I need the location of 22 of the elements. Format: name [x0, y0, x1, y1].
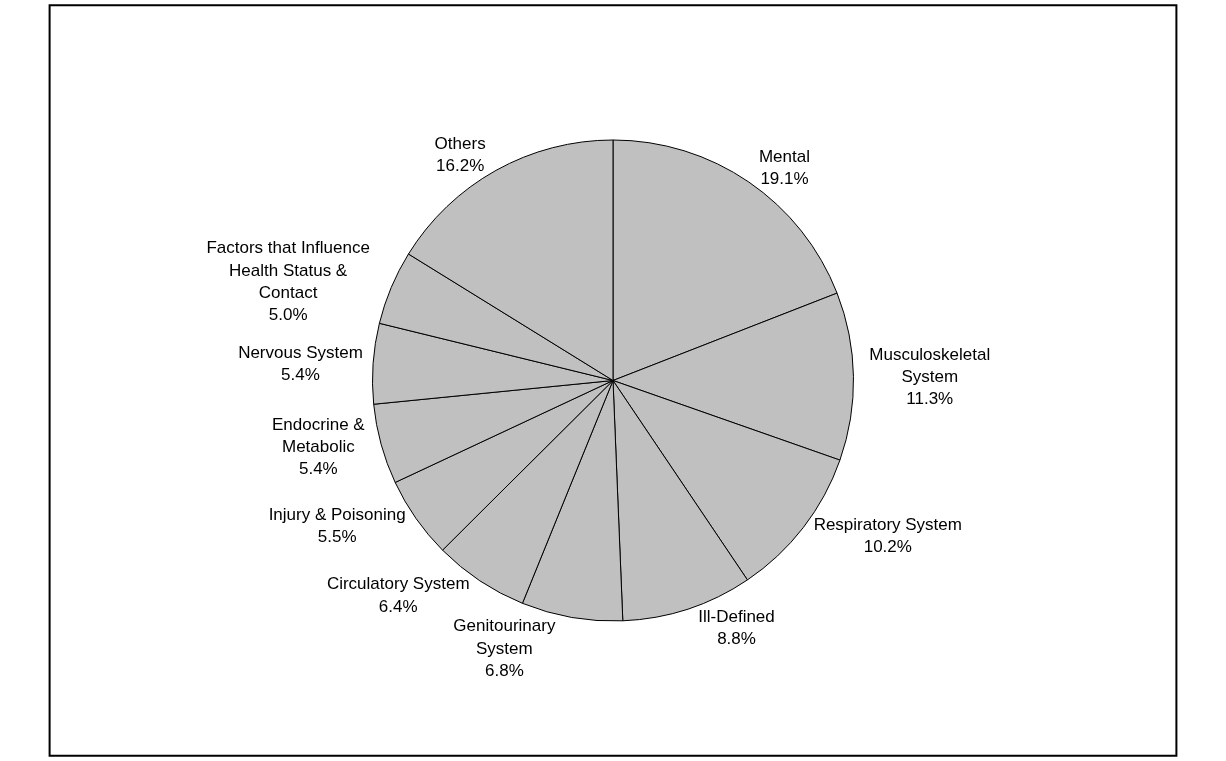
slice-label: Musculoskeletal System — [869, 344, 991, 386]
slice-label: Others — [434, 134, 486, 154]
data-label: 19.1% — [760, 169, 809, 189]
data-label: 6.4% — [378, 596, 418, 616]
slice-label: Circulatory System — [326, 574, 470, 594]
slice-label: Injury & Poisoning — [268, 504, 406, 524]
slice-label: Mental — [758, 147, 810, 167]
data-label: 16.2% — [436, 156, 485, 176]
data-label: 11.3% — [906, 388, 954, 408]
data-label: 6.8% — [485, 660, 524, 680]
data-label: 5.5% — [317, 526, 357, 546]
slice-label: Respiratory System — [813, 514, 962, 534]
slice-label: Ill-Defined — [698, 607, 775, 627]
slice-label: Endocrine & Metabolic — [272, 414, 366, 456]
data-label: 5.0% — [268, 304, 308, 324]
slice-label: Nervous System — [238, 342, 363, 362]
slice-label: Factors that Influence Health Status & Contact — [206, 238, 370, 302]
slice-label: Genitourinary System — [453, 616, 556, 658]
data-label: 8.8% — [717, 629, 756, 649]
data-label: 5.4% — [281, 364, 320, 384]
data-label: 10.2% — [863, 536, 912, 556]
data-label: 5.4% — [298, 459, 338, 479]
